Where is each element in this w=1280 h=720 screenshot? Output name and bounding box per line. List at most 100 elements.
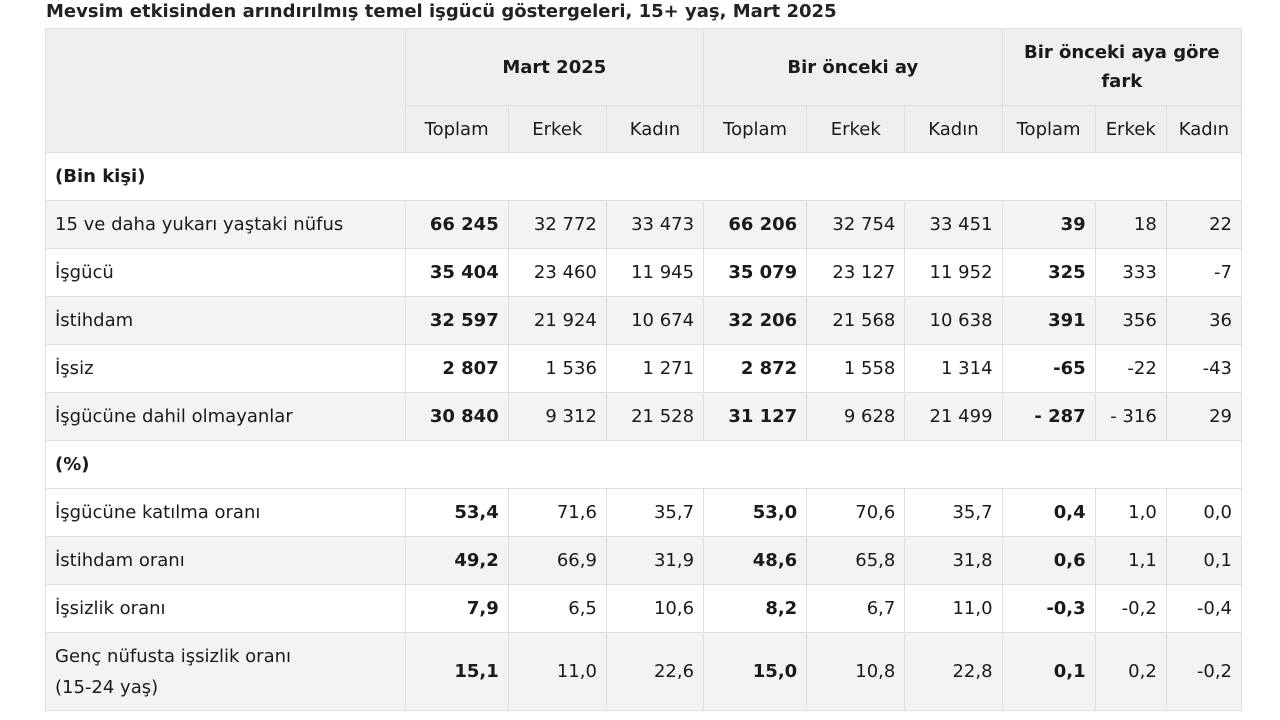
table-cell: 10 674 bbox=[605, 296, 705, 345]
table-cell: 66 206 bbox=[703, 200, 808, 249]
table-cell: 22,8 bbox=[904, 632, 1003, 711]
table-row: İstihdam oranı 49,2 66,9 31,9 48,6 65,8 31,8 0,… bbox=[45, 536, 1243, 585]
table-cell: -0,4 bbox=[1165, 584, 1243, 633]
table-cell: 66,9 bbox=[507, 536, 607, 585]
table-cell: 39 bbox=[1001, 200, 1096, 249]
group-header-difference: Bir önceki aya göre fark bbox=[1001, 28, 1243, 106]
table-cell: 23 127 bbox=[806, 248, 906, 297]
table-row: İşgücüne katılma oranı 53,4 71,6 35,7 53,0 70… bbox=[45, 488, 1243, 537]
table-cell: 53,0 bbox=[703, 488, 808, 537]
table-row: Genç nüfusta işsizlik oranı (15-24 yaş) 15… bbox=[45, 632, 1243, 711]
table-cell: 2 807 bbox=[404, 344, 509, 393]
table-cell: 391 bbox=[1001, 296, 1096, 345]
subheader-male: Erkek bbox=[507, 105, 607, 153]
row-label-line: Genç nüfusta işsizlik oranı bbox=[55, 645, 292, 667]
row-label: İşsiz bbox=[45, 344, 406, 393]
table-cell: 21 528 bbox=[605, 392, 705, 441]
table-cell: -0,2 bbox=[1094, 584, 1167, 633]
row-label-line: (15-24 yaş) bbox=[55, 676, 159, 698]
group-header-previous-month: Bir önceki ay bbox=[703, 28, 1003, 106]
section-row: (%) bbox=[45, 440, 1242, 489]
table-cell: 0,0 bbox=[1165, 488, 1243, 537]
table-cell: 49,2 bbox=[404, 536, 509, 585]
table-cell: 53,4 bbox=[404, 488, 509, 537]
table-cell: 10,6 bbox=[605, 584, 705, 633]
row-label: İstihdam oranı bbox=[45, 536, 406, 585]
table-cell: 1 558 bbox=[806, 344, 906, 393]
labour-stats-table: Mart 2025 Bir önceki ay Bir önceki aya g… bbox=[45, 28, 1243, 711]
table-cell: 325 bbox=[1001, 248, 1096, 297]
table-cell: 18 bbox=[1094, 200, 1167, 249]
row-label: İşsizlik oranı bbox=[45, 584, 406, 633]
table-cell: 70,6 bbox=[806, 488, 906, 537]
subheader-female: Kadın bbox=[904, 105, 1003, 153]
subheader-total: Toplam bbox=[703, 105, 808, 153]
table-cell: 9 628 bbox=[806, 392, 906, 441]
table-row: İşsiz 2 807 1 536 1 271 2 872 1 558 1 314 -65 -2… bbox=[45, 344, 1243, 393]
table-cell: 10 638 bbox=[904, 296, 1003, 345]
table-cell: 35,7 bbox=[904, 488, 1003, 537]
table-cell: -7 bbox=[1165, 248, 1243, 297]
subheader-male: Erkek bbox=[806, 105, 906, 153]
table-cell: -0,2 bbox=[1165, 632, 1243, 711]
table-cell: -43 bbox=[1165, 344, 1243, 393]
table-cell: 11 952 bbox=[904, 248, 1003, 297]
table-cell: 11,0 bbox=[904, 584, 1003, 633]
table-cell: 48,6 bbox=[703, 536, 808, 585]
table-cell: 21 924 bbox=[507, 296, 607, 345]
table-cell: 356 bbox=[1094, 296, 1167, 345]
table-cell: 35 404 bbox=[404, 248, 509, 297]
table-cell: 15,1 bbox=[404, 632, 509, 711]
table-cell: 0,1 bbox=[1001, 632, 1096, 711]
row-label: 15 ve daha yukarı yaştaki nüfus bbox=[45, 200, 406, 249]
table-cell: 8,2 bbox=[703, 584, 808, 633]
row-label: Genç nüfusta işsizlik oranı (15-24 yaş) bbox=[45, 632, 406, 711]
table-cell: 21 568 bbox=[806, 296, 906, 345]
table-cell: 66 245 bbox=[404, 200, 509, 249]
subheader-total: Toplam bbox=[1001, 105, 1096, 153]
row-label: İşgücü bbox=[45, 248, 406, 297]
table-cell: 7,9 bbox=[404, 584, 509, 633]
table-cell: 22,6 bbox=[605, 632, 705, 711]
table-cell: 23 460 bbox=[507, 248, 607, 297]
table-cell: 1,0 bbox=[1094, 488, 1167, 537]
table-cell: 30 840 bbox=[404, 392, 509, 441]
table-row: İşgücü 35 404 23 460 11 945 35 079 23 127 11 9… bbox=[45, 248, 1243, 297]
table-cell: 11,0 bbox=[507, 632, 607, 711]
table-cell: 0,4 bbox=[1001, 488, 1096, 537]
table-cell: 6,5 bbox=[507, 584, 607, 633]
header-corner-cell bbox=[45, 28, 406, 153]
section-row: (Bin kişi) bbox=[45, 152, 1242, 201]
table-cell: 65,8 bbox=[806, 536, 906, 585]
table-row: İşgücüne dahil olmayanlar 30 840 9 312 21 5… bbox=[45, 392, 1243, 441]
table-cell: 22 bbox=[1165, 200, 1243, 249]
table-cell: 32 754 bbox=[806, 200, 906, 249]
table-row: 15 ve daha yukarı yaştaki nüfus 66 245 32 … bbox=[45, 200, 1243, 249]
page-title: Mevsim etkisinden arındırılmış temel işg… bbox=[46, 1, 837, 22]
table-cell: -22 bbox=[1094, 344, 1167, 393]
table-cell: - 287 bbox=[1001, 392, 1096, 441]
subheader-total: Toplam bbox=[404, 105, 509, 153]
table-cell: 15,0 bbox=[703, 632, 808, 711]
subheader-female: Kadın bbox=[1165, 105, 1243, 153]
table-cell: 35 079 bbox=[703, 248, 808, 297]
table-cell: 32 206 bbox=[703, 296, 808, 345]
table-cell: - 316 bbox=[1094, 392, 1167, 441]
table-cell: 35,7 bbox=[605, 488, 705, 537]
table-cell: 71,6 bbox=[507, 488, 607, 537]
table-cell: 31 127 bbox=[703, 392, 808, 441]
table-cell: 31,9 bbox=[605, 536, 705, 585]
subheader-male: Erkek bbox=[1094, 105, 1167, 153]
group-header-current-month: Mart 2025 bbox=[404, 28, 705, 106]
section-label: (Bin kişi) bbox=[45, 152, 1242, 201]
table-cell: 1 271 bbox=[605, 344, 705, 393]
table-cell: 0,6 bbox=[1001, 536, 1096, 585]
row-label: İstihdam bbox=[45, 296, 406, 345]
table-cell: 0,2 bbox=[1094, 632, 1167, 711]
table-cell: 0,1 bbox=[1165, 536, 1243, 585]
table-row: İstihdam 32 597 21 924 10 674 32 206 21 568 10… bbox=[45, 296, 1243, 345]
table-cell: 9 312 bbox=[507, 392, 607, 441]
table-cell: 1,1 bbox=[1094, 536, 1167, 585]
table-cell: 11 945 bbox=[605, 248, 705, 297]
table-cell: 21 499 bbox=[904, 392, 1003, 441]
